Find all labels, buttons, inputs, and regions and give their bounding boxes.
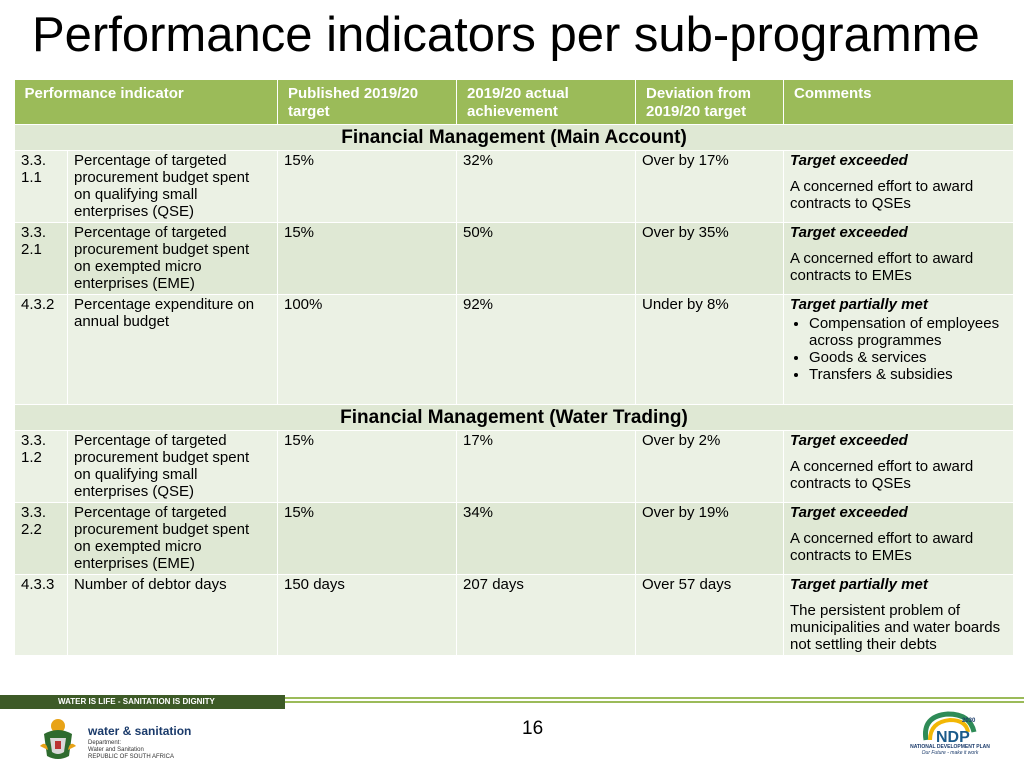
table-row: 4.3.3 Number of debtor days 150 days 207… xyxy=(14,574,1014,656)
performance-table: Performance indicator Published 2019/20 … xyxy=(14,80,1014,656)
indicator-description: Percentage expenditure on annual budget xyxy=(67,294,278,405)
comment-bullet: Transfers & subsidies xyxy=(809,366,1005,383)
actual-cell: 34% xyxy=(456,502,636,575)
comments-cell: Target exceeded A concerned effort to aw… xyxy=(783,222,1014,295)
indicator-description: Percentage of targeted procurement budge… xyxy=(67,150,278,223)
target-cell: 150 days xyxy=(277,574,457,656)
target-cell: 100% xyxy=(277,294,457,405)
table-row: 4.3.2 Percentage expenditure on annual b… xyxy=(14,294,1014,405)
dept-name: water & sanitation xyxy=(88,724,192,738)
coat-of-arms-icon xyxy=(40,719,76,759)
target-cell: 15% xyxy=(277,430,457,503)
status-label: Target exceeded xyxy=(790,224,908,241)
comments-cell: Target partially met Compensation of emp… xyxy=(783,294,1014,405)
actual-cell: 32% xyxy=(456,150,636,223)
section-title: Financial Management (Water Trading) xyxy=(14,404,1014,431)
status-label: Target exceeded xyxy=(790,152,908,169)
header-comments: Comments xyxy=(783,80,1014,125)
comment-bullet: Goods & services xyxy=(809,349,1005,366)
target-cell: 15% xyxy=(277,150,457,223)
status-label: Target exceeded xyxy=(790,504,908,521)
ndp-year: 2030 xyxy=(962,718,976,724)
header-deviation: Deviation from 2019/20 target xyxy=(635,80,784,125)
indicator-description: Percentage of targeted procurement budge… xyxy=(67,222,278,295)
section-row-main-account: Financial Management (Main Account) xyxy=(14,124,1014,151)
actual-cell: 17% xyxy=(456,430,636,503)
dept-sub-line: Department: xyxy=(88,740,122,746)
status-label: Target partially met xyxy=(790,576,928,593)
table-row: 3.3. 1.1 Percentage of targeted procurem… xyxy=(14,150,1014,223)
footer-slogan: WATER IS LIFE - SANITATION IS DIGNITY xyxy=(58,697,215,706)
comments-cell: Target exceeded A concerned effort to aw… xyxy=(783,502,1014,575)
comments-cell: Target exceeded A concerned effort to aw… xyxy=(783,150,1014,223)
dept-sub-line: REPUBLIC OF SOUTH AFRICA xyxy=(88,754,175,760)
deviation-cell: Over by 35% xyxy=(635,222,784,295)
header-published-target: Published 2019/20 target xyxy=(277,80,457,125)
indicator-number: 3.3. 2.2 xyxy=(14,502,68,575)
deviation-cell: Over by 17% xyxy=(635,150,784,223)
comment-bullet: Compensation of employees across program… xyxy=(809,315,1005,349)
indicator-number: 3.3. 1.2 xyxy=(14,430,68,503)
ndp-label-text: NATIONAL DEVELOPMENT PLAN xyxy=(910,744,990,750)
table-row: 3.3. 1.2 Percentage of targeted procurem… xyxy=(14,430,1014,503)
status-label: Target exceeded xyxy=(790,432,908,449)
table-row: 3.3. 2.1 Percentage of targeted procurem… xyxy=(14,222,1014,295)
deviation-cell: Under by 8% xyxy=(635,294,784,405)
actual-cell: 50% xyxy=(456,222,636,295)
indicator-number: 3.3. 2.1 xyxy=(14,222,68,295)
footer-rule xyxy=(285,697,1024,699)
deviation-cell: Over by 19% xyxy=(635,502,784,575)
indicator-description: Number of debtor days xyxy=(67,574,278,656)
section-row-water-trading: Financial Management (Water Trading) xyxy=(14,404,1014,431)
target-cell: 15% xyxy=(277,502,457,575)
dept-sub-line: Water and Sanitation xyxy=(88,747,144,753)
indicator-description: Percentage of targeted procurement budge… xyxy=(67,430,278,503)
header-performance-indicator: Performance indicator xyxy=(14,80,278,125)
indicator-description: Percentage of targeted procurement budge… xyxy=(67,502,278,575)
deviation-cell: Over 57 days xyxy=(635,574,784,656)
table-row: 3.3. 2.2 Percentage of targeted procurem… xyxy=(14,502,1014,575)
comment-text: A concerned effort to award contracts to… xyxy=(790,458,974,492)
dept-subtitle: Department: Water and Sanitation REPUBLI… xyxy=(88,740,174,761)
section-title: Financial Management (Main Account) xyxy=(14,124,1014,151)
status-label: Target partially met xyxy=(790,296,928,313)
comments-cell: Target exceeded A concerned effort to aw… xyxy=(783,430,1014,503)
ndp-tagline: Our Future - make it work xyxy=(921,750,979,756)
comments-cell: Target partially met The persistent prob… xyxy=(783,574,1014,656)
comment-text: A concerned effort to award contracts to… xyxy=(790,530,974,564)
target-cell: 15% xyxy=(277,222,457,295)
footer-slogan-band xyxy=(0,695,285,709)
ndp-mark: NDP xyxy=(936,729,970,746)
ndp-logo-icon: 2030 NDP xyxy=(922,711,977,746)
deviation-cell: Over by 2% xyxy=(635,430,784,503)
actual-cell: 92% xyxy=(456,294,636,405)
footer-rule xyxy=(285,701,1024,703)
comment-text: A concerned effort to award contracts to… xyxy=(790,250,974,284)
comment-bullet-list: Compensation of employees across program… xyxy=(790,315,1005,383)
table-header-row: Performance indicator Published 2019/20 … xyxy=(14,80,1014,125)
page-number: 16 xyxy=(522,718,544,739)
indicator-number: 4.3.3 xyxy=(14,574,68,656)
indicator-number: 3.3. 1.1 xyxy=(14,150,68,223)
page-title: Performance indicators per sub-programme xyxy=(32,8,980,62)
comment-text: A concerned effort to award contracts to… xyxy=(790,178,974,212)
indicator-number: 4.3.2 xyxy=(14,294,68,405)
actual-cell: 207 days xyxy=(456,574,636,656)
ndp-label: NATIONAL DEVELOPMENT PLAN Our Future - m… xyxy=(905,744,995,756)
footer-bar: WATER IS LIFE - SANITATION IS DIGNITY xyxy=(0,695,1024,709)
header-actual-achievement: 2019/20 actual achievement xyxy=(456,80,636,125)
comment-text: The persistent problem of municipalities… xyxy=(790,602,1001,653)
